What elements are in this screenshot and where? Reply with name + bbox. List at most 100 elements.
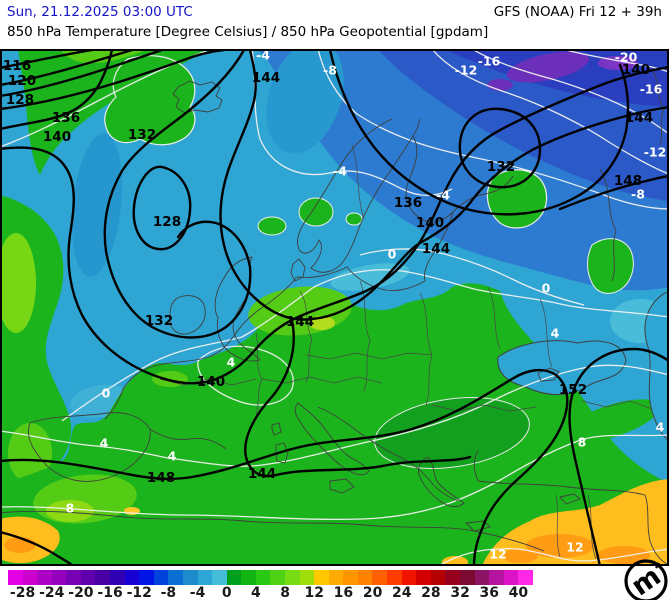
geopotential-label: 136 (394, 195, 422, 211)
scale-segment (22, 570, 38, 585)
temperature-label: 12 (566, 540, 583, 555)
scale-segment (8, 570, 23, 585)
scale-segment (212, 570, 227, 585)
scale-segment (357, 570, 373, 585)
scale-tick-label: 4 (251, 585, 261, 600)
temperature-scale (8, 570, 533, 585)
valid-time-label: Sun, 21.12.2025 03:00 UTC (7, 4, 193, 20)
geopotential-label: 144 (422, 241, 450, 257)
scale-tick-label: -8 (160, 585, 177, 600)
scale-segment (328, 570, 344, 585)
scale-tick-label: -24 (39, 585, 65, 600)
temperature-label: -8 (323, 63, 337, 78)
map-canvas: 116 120 128 136 140 132 128 132 144 136 140 144 132 1… (0, 40, 669, 568)
scale-segment (343, 570, 358, 585)
scale-tick-label: 12 (304, 585, 324, 600)
coastlines (0, 68, 669, 566)
scale-segment (51, 570, 67, 585)
map-title: 850 hPa Temperature [Degree Celsius] / 8… (7, 24, 489, 40)
temperature-label: -16 (478, 54, 501, 69)
scale-segment (66, 570, 81, 585)
model-run-label: GFS (NOAA) Fri 12 + 39h (493, 4, 662, 20)
scale-segment (459, 570, 475, 585)
temperature-label: 4 (227, 355, 236, 370)
scale-tick-label: 20 (362, 585, 383, 600)
scale-segment (416, 570, 431, 585)
temperature-label: -4 (256, 49, 270, 63)
geopotential-label: 128 (6, 92, 34, 108)
temperature-label: -8 (631, 187, 645, 202)
scale-segment (37, 570, 52, 585)
scale-tick-label: 40 (508, 585, 529, 600)
scale-segment (110, 570, 125, 585)
scale-tick-label: 36 (479, 585, 499, 600)
scale-segment (95, 570, 111, 585)
scale-tick-label: -12 (126, 585, 152, 600)
scale-segment (226, 570, 242, 585)
temperature-label: -4 (436, 188, 450, 203)
logo: m (624, 559, 668, 600)
scale-tick-label: 16 (333, 585, 354, 600)
scale-tick-label: 0 (221, 585, 232, 600)
geopotential-label: 144 (625, 110, 653, 126)
temperature-scale-ticks: -28 -24 -20 -16 -12 -8 -4 0 4 8 12 16 20 24 28 32 36 40 (0, 585, 669, 600)
geopotential-label: 140 (416, 215, 444, 231)
temperature-label: 8 (66, 501, 75, 516)
geopotential-label: 144 (248, 466, 276, 482)
country-borders (159, 144, 653, 560)
scale-tick-label: -20 (68, 585, 94, 600)
logo-circle (624, 559, 668, 600)
scale-segment (255, 570, 271, 585)
isotherm-lines (0, 48, 669, 567)
temperature-label: 0 (542, 281, 551, 296)
geopotential-label: 132 (128, 127, 156, 143)
scale-tick-label: 8 (280, 585, 290, 600)
map-border (0, 49, 669, 566)
temperature-label: 4 (656, 420, 665, 435)
temperature-label: -20 (615, 50, 638, 65)
scale-segment (489, 570, 504, 585)
geopotential-label: 128 (153, 214, 181, 230)
temperature-label: -16 (640, 82, 663, 97)
temperature-label: -4 (333, 164, 347, 179)
temperature-label: 4 (551, 326, 560, 341)
geopotential-label: 132 (145, 313, 173, 329)
geopotential-label: 148 (147, 470, 175, 486)
temperature-label: 12 (489, 547, 506, 562)
scale-segment (284, 570, 300, 585)
temperature-label: 4 (168, 449, 177, 464)
temperature-label: 8 (578, 435, 587, 450)
geopotential-label: 140 (622, 62, 650, 78)
geopotential-label: 144 (252, 70, 280, 86)
geopotential-contours (0, 48, 669, 568)
temperature-label: -12 (644, 145, 667, 160)
temperature-label: 0 (102, 386, 111, 401)
geopotential-label: 152 (559, 382, 587, 398)
geopotential-label: 120 (8, 73, 36, 89)
geopotential-label: 116 (3, 58, 31, 74)
scale-tick-label: -28 (9, 585, 36, 600)
scale-segment (139, 570, 154, 585)
scale-tick-label: -4 (189, 585, 206, 600)
scale-tick-label: 32 (450, 585, 470, 600)
header: Sun, 21.12.2025 03:00 UTC GFS (NOAA) Fri… (7, 4, 662, 22)
scale-segment (372, 570, 388, 585)
scale-segment (80, 570, 96, 585)
scale-segment (124, 570, 140, 585)
scale-segment (474, 570, 490, 585)
geopotential-label: 132 (487, 159, 515, 175)
scale-segment (314, 570, 329, 585)
scale-segment (241, 570, 256, 585)
scale-tick-label: 28 (421, 585, 441, 600)
scale-segment (270, 570, 285, 585)
temperature-label: -12 (455, 63, 478, 78)
temperature-field (0, 40, 669, 568)
scale-segment (299, 570, 315, 585)
scale-segment (503, 570, 519, 585)
geopotential-label: 140 (197, 374, 225, 390)
scale-segment (518, 570, 533, 585)
geopotential-label: 136 (52, 110, 80, 126)
